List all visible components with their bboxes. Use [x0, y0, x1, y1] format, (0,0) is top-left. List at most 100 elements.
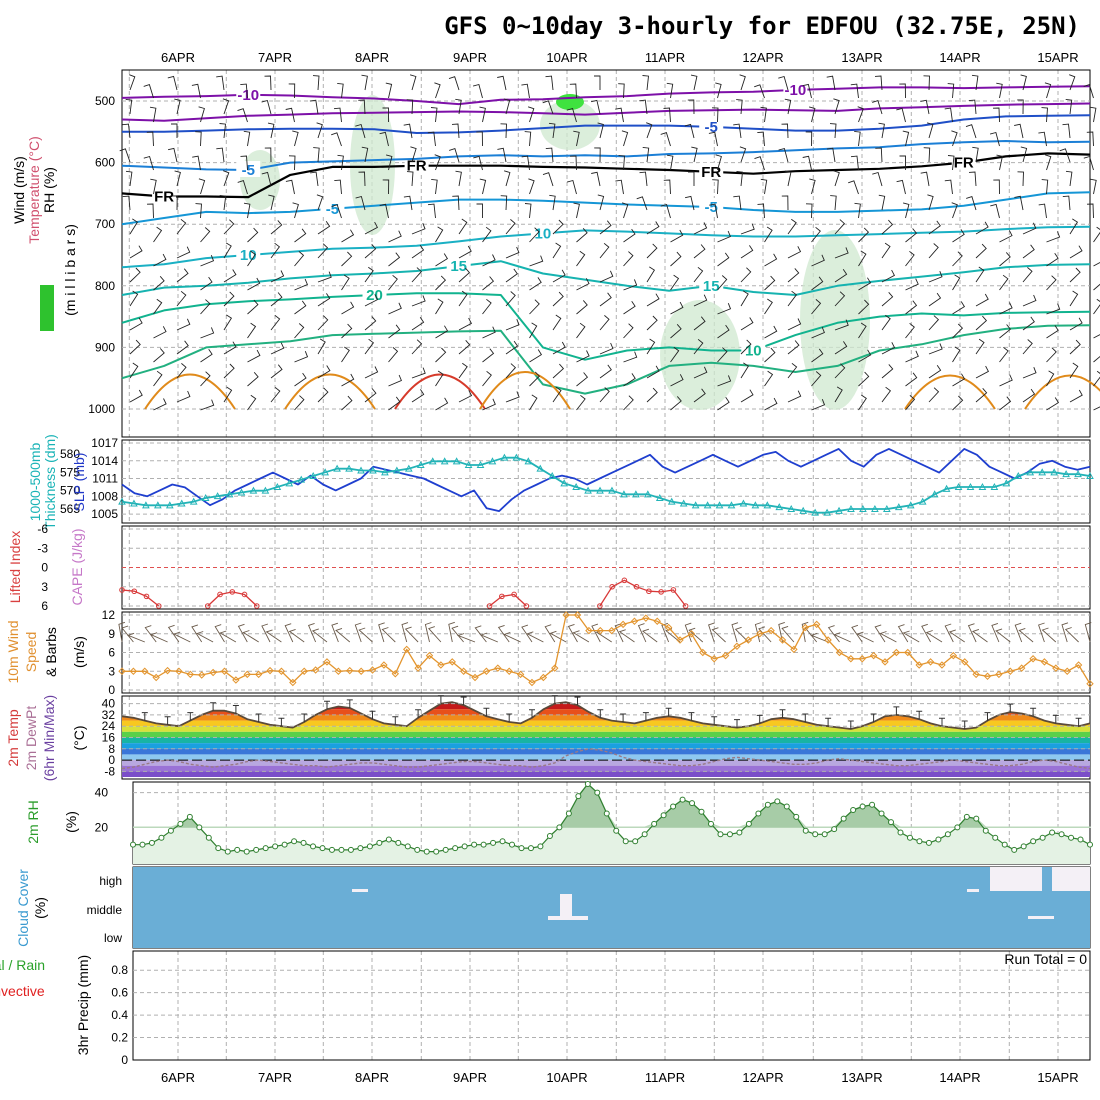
wind-barb — [219, 630, 237, 643]
wind-barb — [126, 632, 145, 643]
wind-speed-marker — [198, 671, 206, 679]
wind-barb — [529, 227, 540, 243]
rh-marker — [357, 845, 364, 852]
wind-barb — [497, 75, 507, 91]
wind-barb — [264, 75, 272, 91]
wind-barb — [811, 348, 824, 363]
rh-area-high — [133, 783, 1091, 829]
wind-barb — [708, 622, 715, 643]
rh-marker — [897, 829, 904, 836]
wind-barb — [621, 130, 629, 147]
wind-barb — [991, 622, 1000, 643]
wind-barb — [661, 622, 670, 643]
wind-barb — [740, 223, 755, 235]
wind-speed-marker — [676, 636, 684, 644]
min-max-whisker — [802, 713, 809, 722]
wind-barb — [309, 99, 319, 115]
wind-barb — [881, 386, 892, 403]
wind-barb — [872, 100, 883, 115]
isotherm-label: FR — [954, 155, 974, 172]
wind-barb — [552, 242, 562, 259]
thickness-marker — [978, 482, 987, 490]
wind-barb — [458, 245, 472, 259]
wind-speed-marker — [699, 648, 707, 657]
wind-barb — [435, 298, 444, 315]
isotherm-label-bg — [320, 199, 345, 216]
wind-barb — [879, 631, 897, 643]
wind-speed-marker — [243, 670, 251, 679]
wind-speed-marker — [835, 648, 844, 657]
isotherm-label-bg — [699, 197, 724, 214]
wind-barb — [809, 178, 816, 195]
wind-barb — [709, 203, 718, 219]
wind-barb — [996, 82, 1003, 99]
wind-barb — [317, 220, 331, 235]
wind-barb — [646, 365, 660, 379]
wind-barb — [576, 250, 586, 267]
rh-marker — [253, 846, 260, 853]
wind-barb — [472, 83, 483, 99]
y-tick-label: 6 — [108, 646, 115, 660]
wind-barb — [364, 294, 379, 307]
wind-barb — [153, 253, 167, 267]
rh-marker — [328, 846, 335, 853]
rh-marker — [205, 834, 212, 841]
wind-barb — [666, 82, 674, 99]
wind-barb — [268, 194, 275, 211]
y-axis-label: 3hr Precip (mm) — [75, 955, 91, 1055]
wind-barb — [451, 625, 464, 643]
wind-barb — [288, 83, 296, 99]
top-date-label: 6APR — [161, 50, 195, 65]
wind-barb — [572, 630, 590, 643]
wind-barb — [153, 326, 167, 339]
wind-barb — [576, 278, 590, 291]
thickness-marker — [679, 499, 688, 507]
wind-barb — [237, 623, 248, 643]
lifted-index-marker — [646, 588, 652, 595]
wind-barb — [270, 292, 283, 307]
wind-barb — [740, 389, 754, 403]
wind-barb — [270, 270, 285, 283]
cloud-panel-frame: high middle low Cloud Cover (%) — [15, 866, 1091, 949]
wind-barb — [740, 267, 752, 283]
wind-barb — [781, 195, 789, 211]
y-axis-label: (m i l l i b a r s) — [62, 224, 78, 316]
thickness-marker — [237, 488, 246, 496]
wind-barb — [717, 324, 730, 339]
min-max-whisker — [278, 717, 285, 727]
wind-speed-marker — [448, 658, 456, 666]
min-max-whisker — [870, 713, 877, 722]
wind-barb — [435, 325, 449, 339]
wind-barb — [1089, 106, 1097, 123]
thickness-marker — [309, 471, 318, 479]
wind-barb — [1022, 388, 1036, 403]
isotherm-label: FR — [701, 164, 721, 181]
wind-barb — [341, 274, 350, 291]
rh-marker — [869, 801, 876, 808]
wind-barb — [992, 107, 1000, 123]
rh-marker — [982, 827, 989, 834]
thickness-marker — [811, 508, 819, 516]
wind-barb — [975, 338, 985, 355]
wind-barb — [881, 314, 891, 331]
thickness-marker — [942, 484, 951, 492]
wind-barb — [1018, 627, 1034, 643]
wind-barb — [757, 203, 765, 219]
y-axis-label: Wind (m/s) — [11, 156, 27, 224]
cloud-block — [1052, 867, 1090, 891]
rh-patch — [540, 100, 600, 150]
thickness-marker — [1086, 471, 1094, 479]
wind-barb — [576, 300, 588, 315]
wind-barb — [899, 155, 906, 170]
wind-barb — [688, 171, 695, 186]
wind-speed-marker — [334, 667, 343, 675]
wind-barb — [385, 82, 393, 99]
wind-barb — [122, 195, 131, 211]
wind-barb — [975, 221, 989, 235]
wind-barb — [542, 172, 554, 187]
wind-barb — [928, 343, 943, 355]
wind-barb — [928, 292, 942, 307]
wind-barb — [731, 622, 739, 643]
thickness-marker — [548, 471, 557, 479]
wind-barb — [1064, 627, 1079, 643]
